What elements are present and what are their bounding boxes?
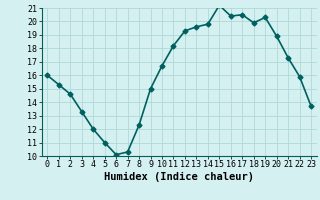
X-axis label: Humidex (Indice chaleur): Humidex (Indice chaleur) [104, 172, 254, 182]
